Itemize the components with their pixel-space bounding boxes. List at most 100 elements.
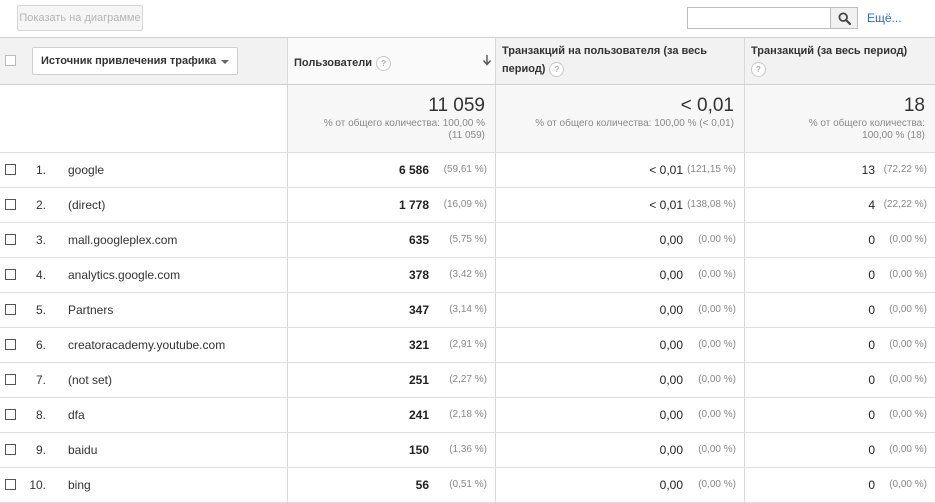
row-dimension-cell: (direct) — [26, 188, 287, 222]
row-transactions-cell: 0 (0,00 %) — [744, 328, 935, 362]
row-checkbox[interactable] — [5, 304, 16, 315]
transactions-percent: (0,00 %) — [889, 234, 927, 245]
row-checkbox[interactable] — [5, 339, 16, 350]
row-checkbox-cell — [0, 223, 26, 257]
traffic-source-link[interactable]: bing — [68, 478, 91, 492]
row-checkbox[interactable] — [5, 199, 16, 210]
row-transactions-cell: 0 (0,00 %) — [744, 433, 935, 467]
row-checkbox[interactable] — [5, 409, 16, 420]
header-dimension-cell: Источник привлечения трафика — [26, 38, 287, 84]
row-transactions-cell: 0 (0,00 %) — [744, 398, 935, 432]
help-icon[interactable]: ? — [549, 61, 565, 77]
row-tpu-cell: < 0,01 (138,08 %) — [495, 188, 744, 222]
row-transactions-cell: 0 (0,00 %) — [744, 258, 935, 292]
row-index: 5. — [35, 303, 46, 317]
row-index: 6. — [35, 338, 46, 352]
transactions-column-header: Транзакций (за весь период) ? — [751, 42, 907, 78]
search-input[interactable] — [687, 7, 831, 29]
header-transactions-cell[interactable]: Транзакций (за весь период) ? — [744, 38, 935, 84]
help-icon[interactable]: ? — [376, 55, 392, 71]
table-row: 9. baidu 150 (1,36 %) 0,00 (0,00 %) 0 (0… — [0, 433, 935, 468]
transactions-percent: (0,00 %) — [889, 339, 927, 350]
traffic-source-link[interactable]: Partners — [68, 303, 114, 317]
row-checkbox-cell — [0, 153, 26, 187]
transactions-value: 0 — [868, 268, 875, 282]
users-value-text: 635 — [408, 233, 429, 247]
transactions-percent: (72,22 %) — [883, 164, 927, 175]
row-checkbox[interactable] — [5, 234, 16, 245]
totals-empty-dimension — [26, 85, 287, 152]
search-button[interactable] — [830, 7, 858, 29]
row-users-cell: 241 (2,18 %) — [287, 398, 495, 432]
users-value: 378 — [409, 268, 429, 282]
row-users-cell: 635 (5,75 %) — [287, 223, 495, 257]
users-value-text: 150 — [408, 443, 429, 457]
row-dimension-cell: baidu — [26, 433, 287, 467]
traffic-source-link[interactable]: creatoracademy.youtube.com — [68, 338, 226, 352]
total-users-subtext: % от общего количества: 100,00 % (11 059… — [324, 118, 485, 142]
row-checkbox[interactable] — [5, 479, 16, 490]
total-users-sub2: (11 059) — [448, 130, 485, 141]
tpu-value: < 0,01 — [649, 163, 683, 177]
row-index: 9. — [35, 443, 46, 457]
total-transactions-sub2: 100,00 % (18) — [862, 130, 925, 141]
users-percent: (1,36 %) — [449, 444, 487, 455]
traffic-source-link[interactable]: (not set) — [68, 373, 113, 387]
header-users-cell[interactable]: Пользователи? — [287, 38, 495, 84]
row-checkbox[interactable] — [5, 374, 16, 385]
row-transactions-cell: 4 (22,22 %) — [744, 188, 935, 222]
totals-tpu-cell: < 0,01 % от общего количества: 100,00 % … — [495, 85, 744, 152]
transactions-percent: (0,00 %) — [889, 409, 927, 420]
row-checkbox-cell — [0, 433, 26, 467]
row-users-cell: 321 (2,91 %) — [287, 328, 495, 362]
more-link[interactable]: Ещё... — [867, 11, 902, 25]
transactions-percent: (22,22 %) — [883, 199, 927, 210]
users-value-text: 6 586 — [398, 163, 429, 177]
users-percent: (3,14 %) — [449, 304, 487, 315]
row-tpu-cell: 0,00 (0,00 %) — [495, 468, 744, 502]
traffic-source-link[interactable]: dfa — [68, 408, 85, 422]
transactions-value: 0 — [868, 373, 875, 387]
dimension-selector[interactable]: Источник привлечения трафика — [32, 47, 238, 75]
totals-empty-cell — [0, 85, 26, 152]
row-checkbox[interactable] — [5, 164, 16, 175]
row-dimension-cell: analytics.google.com — [26, 258, 287, 292]
traffic-source-link[interactable]: google — [68, 163, 105, 177]
report-toolbar: Показать на диаграмме Ещё... — [0, 0, 935, 37]
tpu-value: 0,00 — [659, 443, 683, 457]
tpu-percent: (138,08 %) — [687, 199, 736, 210]
table-row: 8. dfa 241 (2,18 %) 0,00 (0,00 %) 0 (0,0… — [0, 398, 935, 433]
traffic-source-link[interactable]: mall.googleplex.com — [68, 233, 178, 247]
plot-rows-button[interactable]: Показать на диаграмме — [17, 5, 143, 31]
row-checkbox-cell — [0, 188, 26, 222]
row-tpu-cell: 0,00 (0,00 %) — [495, 398, 744, 432]
traffic-source-link[interactable]: baidu — [68, 443, 98, 457]
row-checkbox[interactable] — [5, 444, 16, 455]
row-index: 8. — [35, 408, 46, 422]
row-checkbox-cell — [0, 293, 26, 327]
tpu-value: 0,00 — [659, 233, 683, 247]
row-index-cell: 10. — [26, 468, 54, 502]
row-checkbox[interactable] — [5, 269, 16, 280]
total-users-value: 11 059 — [428, 95, 485, 116]
row-index: 2. — [35, 198, 46, 212]
help-icon[interactable]: ? — [751, 61, 766, 77]
header-tpu-cell[interactable]: Транзакций на пользователя (за весь пери… — [495, 38, 744, 84]
traffic-source-link[interactable]: analytics.google.com — [68, 268, 181, 282]
row-dimension-cell: dfa — [26, 398, 287, 432]
row-checkbox-cell — [0, 363, 26, 397]
transactions-percent: (0,00 %) — [889, 269, 927, 280]
row-index: 10. — [29, 478, 46, 492]
tpu-column-header: Транзакций на пользователя (за весь пери… — [502, 42, 707, 78]
tpu-value: 0,00 — [659, 373, 683, 387]
select-all-checkbox[interactable] — [5, 55, 16, 66]
users-column-header: Пользователи? — [294, 54, 392, 72]
sort-down-icon[interactable] — [482, 54, 492, 66]
tpu-percent: (0,00 %) — [698, 339, 736, 350]
table-row: 3. mall.googleplex.com 635 (5,75 %) 0,00… — [0, 223, 935, 258]
transactions-percent: (0,00 %) — [889, 304, 927, 315]
row-index-cell: 1. — [26, 153, 54, 187]
users-header-label: Пользователи — [294, 57, 373, 69]
traffic-source-link[interactable]: (direct) — [68, 198, 106, 212]
users-percent: (5,75 %) — [449, 234, 487, 245]
